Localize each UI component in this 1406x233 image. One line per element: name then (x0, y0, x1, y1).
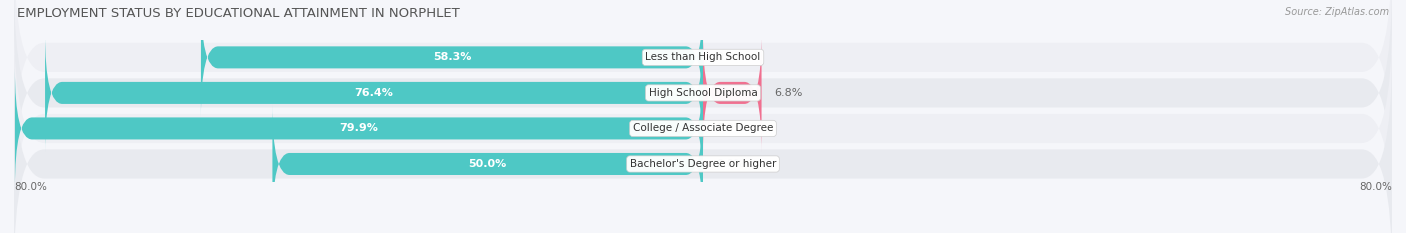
Text: 6.8%: 6.8% (775, 88, 803, 98)
Text: 58.3%: 58.3% (433, 52, 471, 62)
Text: 0.0%: 0.0% (716, 123, 744, 134)
FancyBboxPatch shape (703, 33, 762, 153)
Text: Bachelor's Degree or higher: Bachelor's Degree or higher (630, 159, 776, 169)
Text: Source: ZipAtlas.com: Source: ZipAtlas.com (1285, 7, 1389, 17)
Text: 76.4%: 76.4% (354, 88, 394, 98)
Text: College / Associate Degree: College / Associate Degree (633, 123, 773, 134)
FancyBboxPatch shape (273, 104, 703, 224)
Text: 79.9%: 79.9% (339, 123, 378, 134)
FancyBboxPatch shape (14, 19, 1392, 233)
Text: 0.0%: 0.0% (716, 52, 744, 62)
FancyBboxPatch shape (14, 0, 1392, 203)
FancyBboxPatch shape (201, 0, 703, 117)
Text: 0.0%: 0.0% (716, 159, 744, 169)
Text: 50.0%: 50.0% (468, 159, 506, 169)
Text: 80.0%: 80.0% (1360, 182, 1392, 192)
FancyBboxPatch shape (15, 69, 703, 188)
Text: 80.0%: 80.0% (14, 182, 46, 192)
FancyBboxPatch shape (14, 0, 1392, 167)
FancyBboxPatch shape (45, 33, 703, 153)
Text: High School Diploma: High School Diploma (648, 88, 758, 98)
Text: EMPLOYMENT STATUS BY EDUCATIONAL ATTAINMENT IN NORPHLET: EMPLOYMENT STATUS BY EDUCATIONAL ATTAINM… (17, 7, 460, 20)
FancyBboxPatch shape (14, 54, 1392, 233)
Text: Less than High School: Less than High School (645, 52, 761, 62)
